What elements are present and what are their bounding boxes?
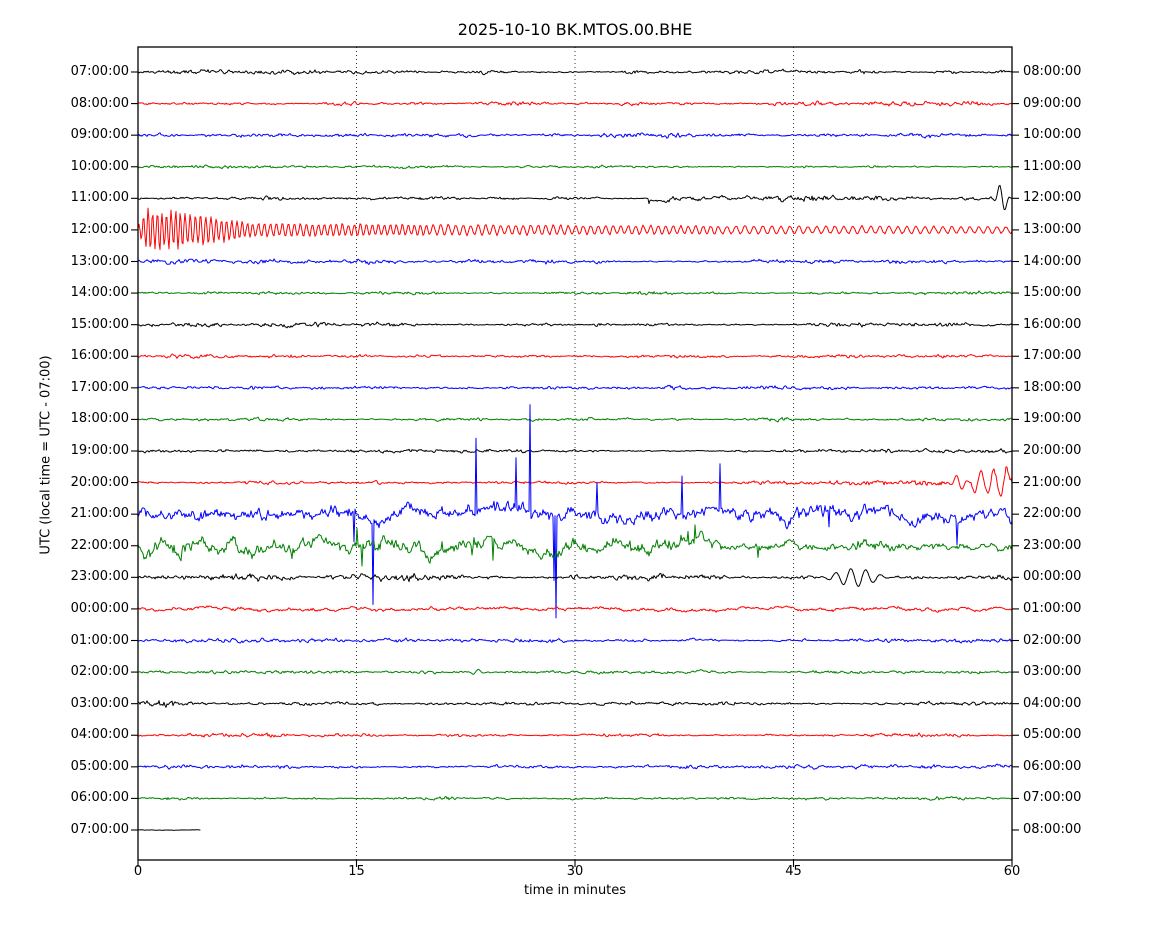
utc-time-label: 09:00:00 bbox=[70, 127, 129, 143]
utc-time-label: 19:00:00 bbox=[70, 443, 129, 458]
seismogram-trace-030000 bbox=[138, 700, 1012, 708]
seismogram-trace-010000 bbox=[138, 637, 1012, 644]
local-time-label: 02:00:00 bbox=[1023, 632, 1082, 648]
local-time-label: 15:00:00 bbox=[1023, 285, 1082, 301]
utc-time-label: 06:00:00 bbox=[70, 790, 129, 806]
local-time-label: 11:00:00 bbox=[1023, 158, 1082, 174]
local-time-label: 06:00:00 bbox=[1023, 758, 1082, 774]
seismogram-trace-100000 bbox=[138, 164, 1012, 170]
utc-time-label: 18:00:00 bbox=[70, 411, 129, 427]
local-time-label: 12:00:00 bbox=[1023, 190, 1082, 206]
seismogram-trace-150000 bbox=[138, 321, 1012, 329]
utc-time-label: 03:00:00 bbox=[70, 695, 129, 711]
local-time-label: 18:00:00 bbox=[1023, 379, 1082, 395]
seismogram-trace-180000 bbox=[138, 416, 1012, 423]
local-time-label: 00:00:00 bbox=[1023, 569, 1082, 585]
plot-border bbox=[137, 46, 1013, 861]
seismogram-trace-210000 bbox=[138, 404, 1012, 619]
seismogram-trace-140000 bbox=[138, 290, 1012, 296]
seismogram-trace-080000 bbox=[138, 100, 1012, 107]
seismogram-trace-200000 bbox=[138, 466, 1012, 497]
x-tick-label: 15 bbox=[348, 864, 365, 879]
local-time-label: 05:00:00 bbox=[1023, 727, 1082, 743]
trace-group bbox=[138, 68, 1012, 831]
local-time-label: 08:00:00 bbox=[1023, 822, 1082, 837]
local-time-label: 17:00:00 bbox=[1023, 348, 1082, 364]
utc-time-label: 10:00:00 bbox=[70, 158, 129, 174]
seismogram-trace-050000 bbox=[138, 763, 1012, 770]
local-time-label: 21:00:00 bbox=[1023, 474, 1082, 490]
utc-time-label: 23:00:00 bbox=[70, 569, 129, 585]
seismogram-trace-040000 bbox=[138, 732, 1012, 738]
utc-time-label: 16:00:00 bbox=[70, 348, 129, 364]
utc-time-label: 13:00:00 bbox=[70, 253, 129, 269]
seismogram-trace-020000 bbox=[138, 668, 1012, 675]
seismogram-trace-070000 bbox=[138, 829, 201, 831]
local-time-label: 08:00:00 bbox=[1023, 64, 1082, 79]
utc-time-label: 12:00:00 bbox=[70, 221, 129, 237]
local-time-label: 16:00:00 bbox=[1023, 316, 1082, 332]
utc-time-label: 14:00:00 bbox=[70, 285, 129, 301]
seismogram-trace-160000 bbox=[138, 353, 1012, 359]
seismogram-trace-000000 bbox=[138, 605, 1012, 613]
seismogram-trace-220000 bbox=[138, 524, 1012, 567]
x-axis-label: time in minutes bbox=[523, 883, 627, 898]
local-time-label: 09:00:00 bbox=[1023, 95, 1082, 111]
utc-time-label: 01:00:00 bbox=[70, 632, 129, 648]
local-time-label: 10:00:00 bbox=[1023, 127, 1082, 143]
local-time-label: 01:00:00 bbox=[1023, 600, 1082, 616]
local-time-label: 07:00:00 bbox=[1023, 790, 1082, 806]
utc-time-label: 02:00:00 bbox=[70, 664, 129, 680]
utc-time-label: 11:00:00 bbox=[70, 190, 129, 206]
seismogram-trace-090000 bbox=[138, 132, 1012, 139]
seismogram-trace-190000 bbox=[138, 448, 1012, 454]
local-time-label: 13:00:00 bbox=[1023, 221, 1082, 237]
utc-time-label: 05:00:00 bbox=[70, 758, 129, 774]
chart-title: 2025-10-10 BK.MTOS.00.BHE bbox=[457, 20, 693, 39]
local-time-label: 22:00:00 bbox=[1023, 506, 1082, 522]
local-time-label: 03:00:00 bbox=[1023, 664, 1082, 680]
seismogram-trace-060000 bbox=[138, 796, 1012, 801]
x-tick-label: 0 bbox=[133, 864, 143, 879]
x-tick-label: 45 bbox=[785, 864, 802, 879]
utc-time-label: 15:00:00 bbox=[70, 316, 129, 332]
utc-time-label: 08:00:00 bbox=[70, 95, 129, 111]
utc-time-label: 22:00:00 bbox=[70, 537, 129, 553]
seismogram-trace-070000 bbox=[138, 68, 1012, 76]
seismogram-trace-110000 bbox=[138, 184, 1012, 211]
seismogram-trace-120000 bbox=[138, 207, 1012, 251]
utc-time-label: 07:00:00 bbox=[70, 64, 129, 79]
local-time-label: 04:00:00 bbox=[1023, 695, 1082, 711]
utc-time-label: 04:00:00 bbox=[70, 727, 129, 743]
x-tick-label: 30 bbox=[566, 864, 584, 879]
utc-time-label: 07:00:00 bbox=[70, 822, 129, 837]
local-time-label: 20:00:00 bbox=[1023, 443, 1082, 458]
seismogram-trace-170000 bbox=[138, 384, 1012, 391]
local-time-label: 19:00:00 bbox=[1023, 411, 1082, 427]
seismogram-trace-130000 bbox=[138, 258, 1012, 265]
utc-time-label: 00:00:00 bbox=[70, 600, 129, 616]
local-time-label: 14:00:00 bbox=[1023, 253, 1082, 269]
utc-time-label: 21:00:00 bbox=[70, 506, 129, 522]
local-time-label: 23:00:00 bbox=[1023, 537, 1082, 553]
utc-time-label: 20:00:00 bbox=[70, 474, 129, 490]
seismogram-trace-230000 bbox=[138, 568, 1012, 587]
utc-time-label: 17:00:00 bbox=[70, 379, 129, 395]
x-tick-label: 60 bbox=[1003, 864, 1021, 879]
